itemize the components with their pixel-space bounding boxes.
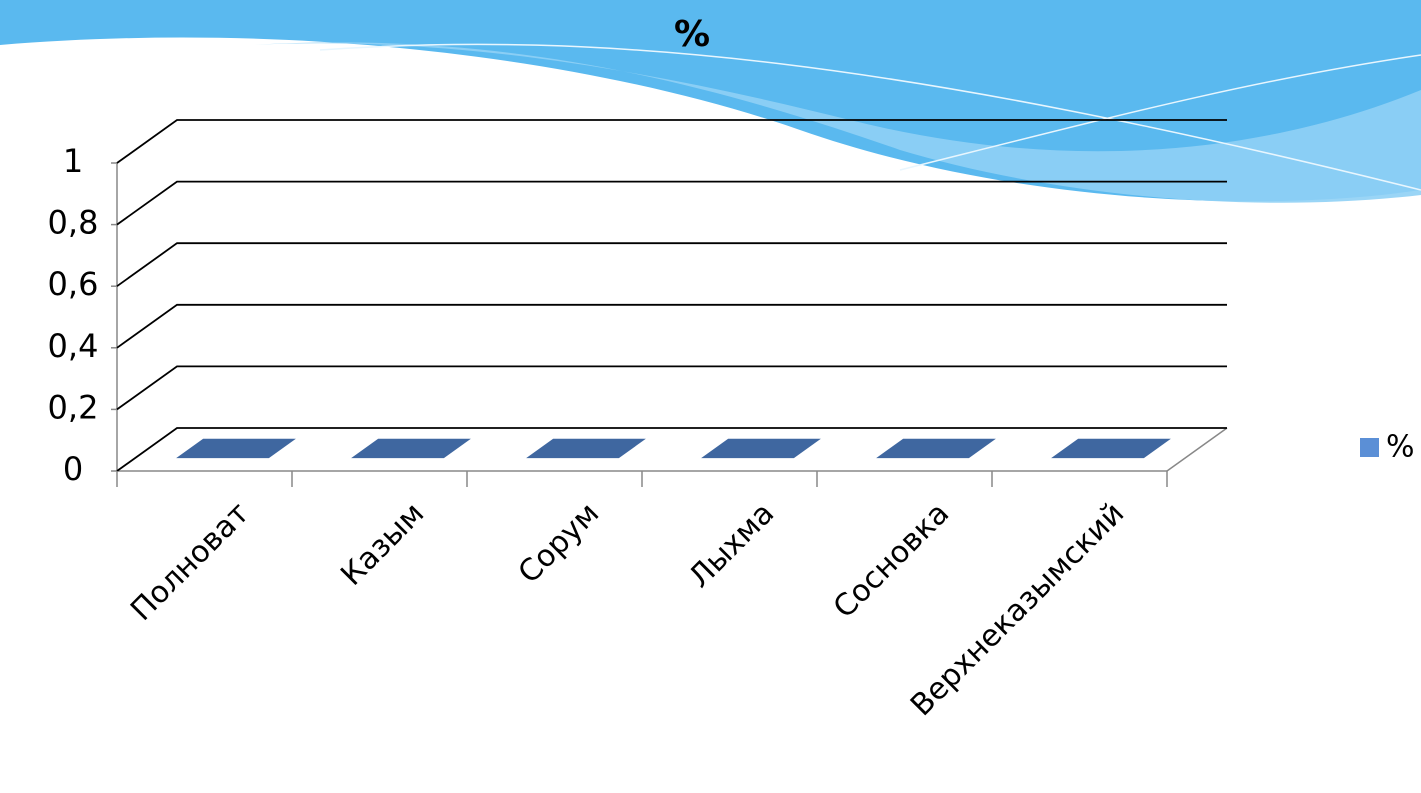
x-tick-label: Казым	[334, 496, 431, 593]
y-tick-label: 0,2	[48, 388, 99, 426]
grid-line	[116, 180, 1227, 226]
bar	[526, 438, 646, 459]
grid-line	[116, 119, 1227, 164]
floor-edge	[1166, 427, 1228, 472]
grid-line	[116, 427, 1227, 472]
background-wave	[0, 0, 1421, 203]
legend-swatch	[1360, 438, 1379, 457]
y-tick-label: 0	[63, 450, 83, 488]
bar	[176, 438, 296, 459]
grid-line	[116, 303, 1227, 349]
x-tick-label: Полноват	[124, 496, 256, 628]
bar	[351, 438, 471, 459]
grid-line	[116, 242, 1227, 287]
bar	[701, 438, 821, 459]
chart-title: %	[674, 14, 710, 55]
legend-label: %	[1386, 430, 1415, 465]
legend: %	[1360, 430, 1415, 465]
y-tick-label: 1	[63, 142, 83, 180]
y-tick-label: 0,4	[48, 327, 99, 365]
y-tick-label: 0,8	[48, 204, 99, 242]
x-tick-label: Сорум	[512, 496, 607, 591]
x-tick-label: Лыхма	[682, 496, 781, 595]
grid-line	[116, 365, 1227, 411]
bar	[1051, 438, 1171, 459]
x-tick-label: Сосновка	[827, 496, 956, 625]
y-tick-label: 0,6	[48, 265, 99, 303]
bar	[876, 438, 996, 459]
